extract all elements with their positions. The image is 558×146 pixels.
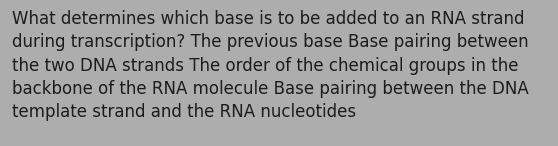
Text: What determines which base is to be added to an RNA strand
during transcription?: What determines which base is to be adde… <box>12 10 529 121</box>
